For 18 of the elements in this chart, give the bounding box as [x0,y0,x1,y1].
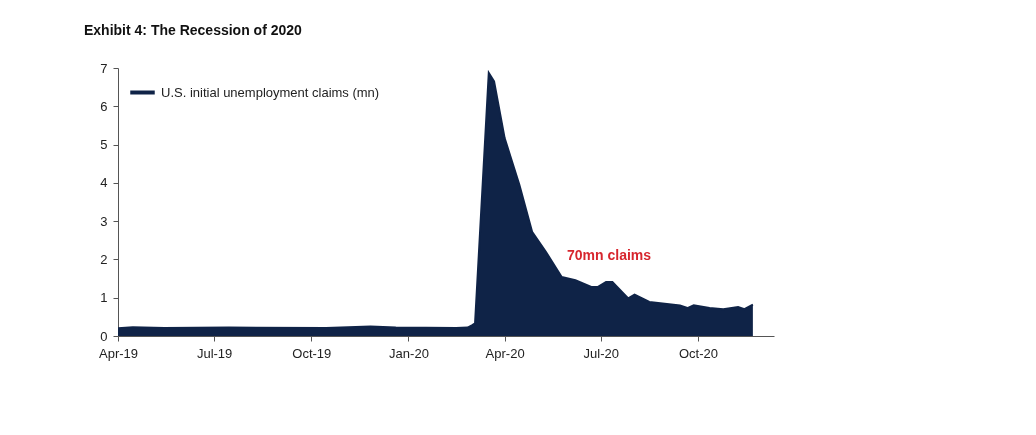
x-tick-label: Jul-20 [583,345,619,361]
chart-title: Exhibit 4: The Recession of 2020 [84,22,303,38]
y-tick-label: 0 [100,328,108,344]
y-tick-label: 2 [100,251,108,267]
legend-label: U.S. initial unemployment claims (mn) [161,84,380,100]
x-tick-label: Jan-20 [389,345,429,361]
x-tick-label: Oct-20 [678,345,718,361]
y-tick-label: 4 [100,175,108,191]
y-tick-label: 5 [100,137,108,153]
y-tick-label: 1 [100,290,108,306]
x-tick-label: Jul-19 [196,345,233,361]
y-tick-label: 7 [100,60,108,76]
annotation: 70mn claims [567,247,652,263]
y-tick-label: 6 [100,98,108,114]
x-tick-label: Apr-20 [485,345,525,361]
x-tick-label: Apr-19 [98,345,139,361]
x-tick-label: Oct-19 [292,345,332,361]
y-tick-label: 3 [100,213,108,229]
